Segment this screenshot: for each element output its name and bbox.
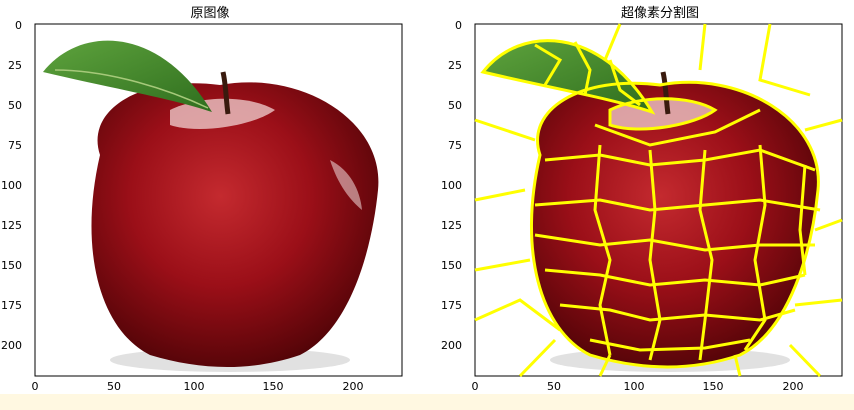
y-tick-label: 25 <box>8 59 22 72</box>
x-tick-label: 0 <box>471 380 479 393</box>
y-tick-label: 50 <box>448 99 462 112</box>
x-tick-label: 200 <box>782 380 804 393</box>
x-tick-label: 150 <box>702 380 724 393</box>
y-tick-label: 100 <box>441 179 462 192</box>
y-tick-label: 125 <box>441 219 462 232</box>
x-tick-label: 100 <box>183 380 205 393</box>
bottom-band <box>0 394 854 410</box>
x-tick-label: 150 <box>262 380 284 393</box>
y-tick-label: 0 <box>455 19 462 32</box>
y-tick-label: 175 <box>441 299 462 312</box>
panel-title-superpixel: 超像素分割图 <box>620 6 699 21</box>
y-tick-label: 200 <box>1 339 22 352</box>
x-tick-label: 100 <box>623 380 645 393</box>
y-tick-label: 150 <box>1 259 22 272</box>
y-tick-label: 0 <box>15 19 22 32</box>
y-tick-label: 150 <box>441 259 462 272</box>
y-tick-label: 100 <box>1 179 22 192</box>
x-tick-label: 50 <box>547 380 561 393</box>
y-tick-label: 75 <box>8 139 22 152</box>
y-tick-label: 125 <box>1 219 22 232</box>
superpixel-boundaries <box>474 23 843 378</box>
y-tick-label: 175 <box>1 299 22 312</box>
x-tick-label: 50 <box>107 380 121 393</box>
x-tick-label: 0 <box>31 380 39 393</box>
x-tick-label: 200 <box>342 380 364 393</box>
y-tick-label: 25 <box>448 59 462 72</box>
y-tick-label: 50 <box>8 99 22 112</box>
panel-title-original: 原图像 <box>190 6 230 21</box>
y-tick-label: 75 <box>448 139 462 152</box>
y-tick-label: 200 <box>441 339 462 352</box>
